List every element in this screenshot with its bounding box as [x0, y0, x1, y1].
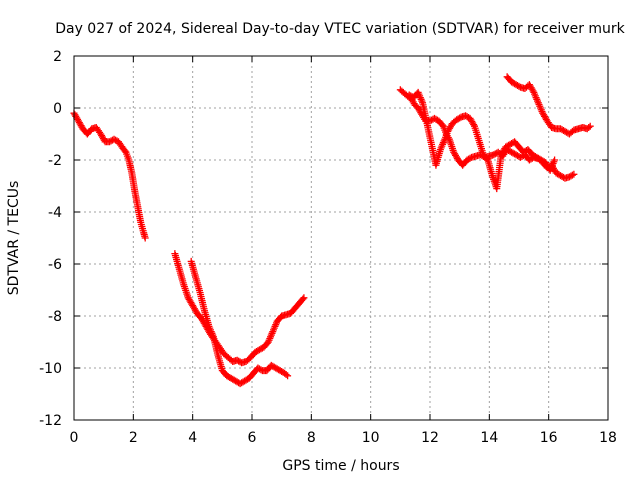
x-tick-label: 10: [362, 430, 380, 446]
y-tick-label: -8: [48, 309, 62, 325]
data-point: [586, 122, 594, 130]
series-segment-5: [405, 88, 559, 193]
plot-frame: [73, 55, 609, 421]
data-point: [284, 372, 292, 380]
series-segment-1: [70, 109, 149, 242]
x-tick-label: 2: [129, 430, 138, 446]
x-tick-label: 8: [307, 430, 316, 446]
data-point-interp: [568, 171, 576, 179]
data-point-interp: [470, 121, 478, 129]
y-tick-label: -10: [39, 361, 62, 377]
data-point-interp: [483, 155, 491, 163]
data-point-interp: [585, 124, 593, 131]
data-point: [141, 234, 149, 242]
y-tick-labels: 2 0 -2 -4 -6 -8 -10 -12: [39, 49, 62, 429]
y-tick-label: -12: [39, 413, 62, 429]
y-tick-label: 2: [53, 49, 62, 65]
x-tick-label: 14: [480, 430, 498, 446]
data-point-interp: [282, 371, 290, 378]
series-segment-6: [503, 73, 594, 138]
data-point-interp: [529, 87, 537, 95]
y-tick-label: 0: [53, 101, 62, 117]
data-points: [70, 73, 594, 388]
x-tick-label: 0: [70, 430, 79, 446]
x-tick-labels: 0 2 4 6 8 10 12 14 16 18: [70, 430, 617, 446]
x-axis-label: GPS time / hours: [282, 458, 399, 474]
x-tick-label: 16: [540, 430, 558, 446]
series-segment-3: [187, 257, 292, 388]
x-tick-label: 4: [188, 430, 197, 446]
x-tick-label: 18: [599, 430, 617, 446]
y-tick-label: -2: [48, 153, 62, 169]
x-tick-label: 6: [248, 430, 257, 446]
x-tick-label: 12: [421, 430, 439, 446]
chart-title: Day 027 of 2024, Sidereal Day-to-day VTE…: [55, 21, 625, 37]
data-point-interp: [299, 295, 307, 303]
axis-ticks: [73, 55, 609, 421]
data-point: [300, 294, 308, 302]
data-point: [551, 156, 559, 164]
y-tick-label: -4: [48, 205, 62, 221]
data-point: [570, 170, 578, 178]
y-tick-label: -6: [48, 257, 62, 273]
y-axis-label: SDTVAR / TECUs: [6, 181, 22, 296]
